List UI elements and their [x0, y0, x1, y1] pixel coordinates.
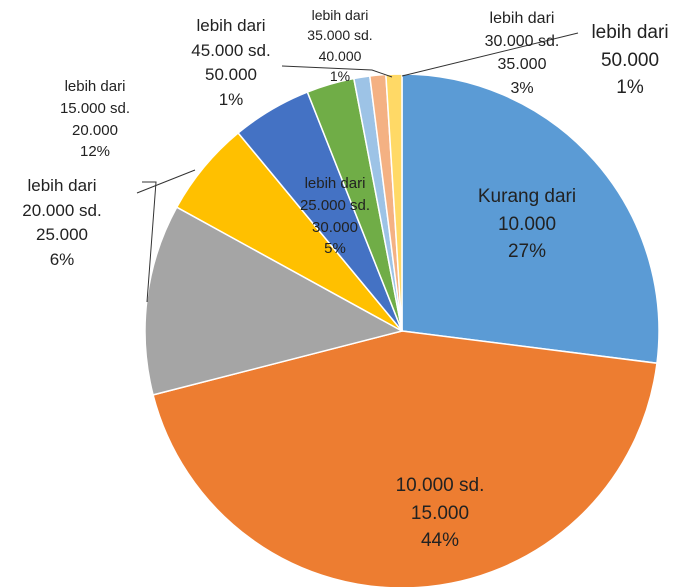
value-label: 27% — [507, 241, 547, 263]
value-label: 1% — [218, 89, 244, 109]
leader-lines — [136, 32, 579, 303]
category-label: lebih dari 25.000 sd. 30.000 — [299, 175, 371, 236]
data-label: lebih dari 15.000 sd. 20.000 12% — [54, 76, 137, 163]
data-label: Kurang dari 10.000 27% — [465, 183, 589, 266]
category-label: lebih dari 30.000 sd. 35.000 — [484, 10, 560, 74]
category-label: Kurang dari 10.000 — [477, 186, 577, 235]
category-label: lebih dari 15.000 sd. 20.000 — [59, 78, 131, 139]
data-label: lebih dari 30.000 sd. 35.000 3% — [478, 7, 566, 100]
value-label: 12% — [79, 143, 111, 161]
category-label: lebih dari 35.000 sd. 40.000 — [307, 7, 373, 64]
pie-slice — [401, 73, 660, 365]
category-label: lebih dari 50.000 — [591, 22, 669, 71]
data-label: 10.000 sd. 15.000 44% — [381, 472, 499, 555]
data-label: lebih dari 20.000 sd. 25.000 6% — [15, 174, 109, 273]
value-label: 6% — [49, 249, 75, 269]
data-label: lebih dari 45.000 sd. 50.000 1% — [184, 14, 278, 113]
value-label: 1% — [329, 67, 351, 84]
category-label: lebih dari 45.000 sd. 50.000 — [191, 16, 271, 85]
data-label: lebih dari 25.000 sd. 30.000 5% — [294, 173, 377, 260]
pie-slice — [152, 330, 658, 587]
value-label: 1% — [616, 77, 644, 99]
value-label: 5% — [324, 240, 346, 258]
value-label: 44% — [420, 530, 460, 552]
leader-line — [142, 181, 157, 303]
leader-line — [281, 65, 393, 78]
leader-line — [136, 169, 196, 194]
slices — [144, 73, 660, 587]
category-label: lebih dari 20.000 sd. 25.000 — [22, 176, 102, 245]
value-label: 3% — [510, 79, 534, 97]
leader-line — [401, 32, 579, 77]
data-label: lebih dari 35.000 sd. 40.000 1% — [302, 5, 379, 86]
data-label: lebih dari 50.000 1% — [578, 19, 683, 102]
category-label: 10.000 sd. 15.000 — [395, 475, 485, 524]
